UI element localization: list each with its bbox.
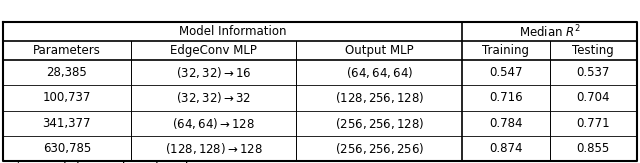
Text: $(64, 64) \rightarrow 128$: $(64, 64) \rightarrow 128$ bbox=[172, 116, 255, 131]
Text: 630,785: 630,785 bbox=[43, 142, 91, 155]
Text: Parameters: Parameters bbox=[33, 44, 100, 57]
Text: Model Information: Model Information bbox=[179, 25, 286, 38]
Text: 0.874: 0.874 bbox=[489, 142, 523, 155]
Text: 0.704: 0.704 bbox=[577, 91, 610, 104]
Text: Training: Training bbox=[483, 44, 529, 57]
Text: 0.537: 0.537 bbox=[577, 66, 610, 79]
Text: $(128, 256, 128)$: $(128, 256, 128)$ bbox=[335, 90, 424, 105]
Text: 0.784: 0.784 bbox=[489, 117, 523, 130]
Text: 0.771: 0.771 bbox=[577, 117, 610, 130]
Text: 0.547: 0.547 bbox=[489, 66, 523, 79]
Text: Median $R^2$: Median $R^2$ bbox=[518, 23, 580, 40]
Text: EdgeConv MLP: EdgeConv MLP bbox=[170, 44, 257, 57]
Text: 0.855: 0.855 bbox=[577, 142, 610, 155]
Text: $(128, 128) \rightarrow 128$: $(128, 128) \rightarrow 128$ bbox=[164, 141, 262, 156]
Text: 28,385: 28,385 bbox=[47, 66, 87, 79]
Text: Testing: Testing bbox=[572, 44, 614, 57]
Text: $(256, 256, 256)$: $(256, 256, 256)$ bbox=[335, 141, 424, 156]
Text: $R^2$ on training and testing data.: $R^2$ on training and testing data. bbox=[3, 160, 214, 163]
Text: 341,377: 341,377 bbox=[43, 117, 91, 130]
Text: $(32, 32) \rightarrow 32$: $(32, 32) \rightarrow 32$ bbox=[176, 90, 252, 105]
Text: 100,737: 100,737 bbox=[43, 91, 91, 104]
Text: Output MLP: Output MLP bbox=[345, 44, 413, 57]
Text: $(256, 256, 128)$: $(256, 256, 128)$ bbox=[335, 116, 424, 131]
Text: $(32, 32) \rightarrow 16$: $(32, 32) \rightarrow 16$ bbox=[176, 65, 252, 80]
Text: $(64, 64, 64)$: $(64, 64, 64)$ bbox=[346, 65, 413, 80]
Text: 0.716: 0.716 bbox=[489, 91, 523, 104]
